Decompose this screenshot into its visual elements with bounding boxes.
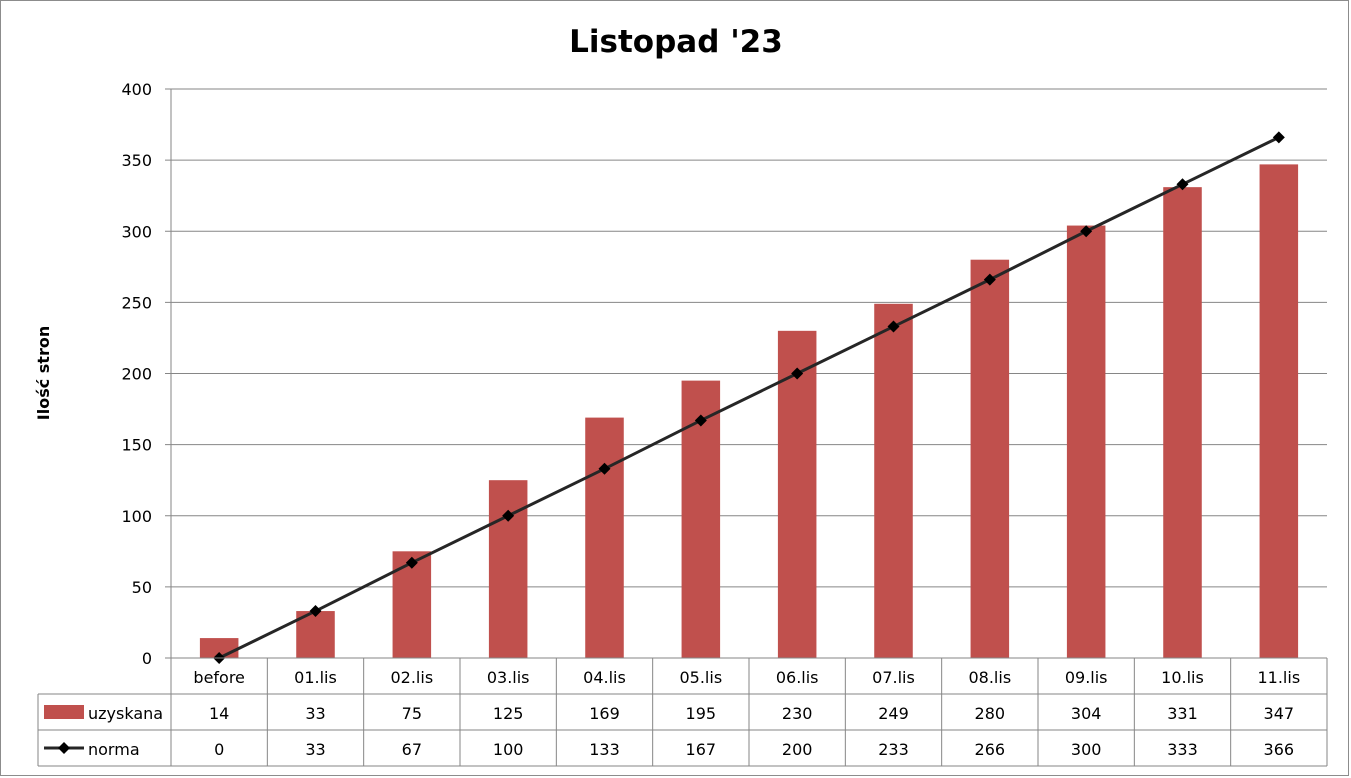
x-tick-label: 06.lis: [776, 668, 819, 687]
table-value-norma: 0: [214, 740, 224, 759]
table-value-uzyskana: 331: [1167, 704, 1198, 723]
bar-uzyskana: [874, 303, 913, 658]
line-norma: [218, 136, 1280, 660]
x-tick-label: 08.lis: [968, 668, 1011, 687]
y-tick-label: 0: [142, 649, 152, 668]
table-value-uzyskana: 230: [782, 704, 813, 723]
table-value-norma: 300: [1071, 740, 1102, 759]
legend-label-uzyskana: uzyskana: [88, 704, 163, 723]
y-tick-label: 250: [121, 293, 152, 312]
data-table: before 01.lis 02.lis 03.lis 04.lis 05.lis 06.l…: [37, 657, 1328, 767]
table-value-uzyskana: 304: [1071, 704, 1102, 723]
y-tick-label: 350: [121, 151, 152, 170]
table-value-uzyskana: 280: [975, 704, 1006, 723]
legend-key-uzyskana: [44, 705, 84, 719]
x-tick-label: 11.lis: [1257, 668, 1300, 687]
x-tick-label: before: [193, 668, 245, 687]
x-tick-label: 05.lis: [679, 668, 722, 687]
x-tick-label: 10.lis: [1161, 668, 1204, 687]
marker-norma: [1080, 225, 1093, 238]
table-value-norma: 67: [402, 740, 422, 759]
bar-uzyskana: [488, 480, 528, 658]
table-value-uzyskana: 169: [589, 704, 620, 723]
gridlines: [171, 88, 1327, 588]
marker-norma: [791, 367, 804, 380]
marker-norma: [694, 414, 707, 427]
marker-norma: [1176, 178, 1189, 191]
y-tick-label: 300: [121, 222, 152, 241]
bars: [199, 164, 1299, 658]
y-tick-label: 100: [121, 507, 152, 526]
x-tick-label: 07.lis: [872, 668, 915, 687]
table-value-norma: 133: [589, 740, 620, 759]
table-value-uzyskana: 125: [493, 704, 524, 723]
bar-uzyskana: [777, 330, 817, 658]
y-tick-label: 400: [121, 80, 152, 99]
bar-uzyskana: [585, 417, 624, 658]
table-value-norma: 233: [878, 740, 909, 759]
x-tick-label: 04.lis: [583, 668, 626, 687]
norma-line: [213, 131, 1285, 664]
marker-norma: [405, 556, 418, 569]
table-value-uzyskana: 33: [305, 704, 325, 723]
bar-uzyskana: [1163, 187, 1202, 658]
y-tick-label: 50: [132, 578, 152, 597]
bar-uzyskana: [1259, 164, 1299, 658]
x-tick-label: 02.lis: [390, 668, 433, 687]
table-value-uzyskana: 347: [1264, 704, 1295, 723]
table-value-norma: 167: [686, 740, 717, 759]
marker-norma: [983, 273, 996, 286]
axes: 0 50 100 150 200 250 300 350 400: [121, 80, 172, 668]
marker-norma: [1272, 131, 1285, 144]
y-tick-label: 150: [121, 436, 152, 455]
marker-norma: [502, 509, 515, 522]
chart-title: Listopad '23: [569, 24, 783, 60]
table-value-norma: 100: [493, 740, 524, 759]
table-value-norma: 366: [1264, 740, 1295, 759]
table-value-uzyskana: 195: [686, 704, 717, 723]
x-tick-label: 09.lis: [1065, 668, 1108, 687]
table-value-uzyskana: 249: [878, 704, 909, 723]
y-tick-label: 200: [121, 365, 152, 384]
legend-label-norma: norma: [88, 740, 140, 759]
marker-norma: [309, 605, 322, 618]
x-tick-label: 03.lis: [487, 668, 530, 687]
x-tick-label: 01.lis: [294, 668, 337, 687]
table-value-uzyskana: 75: [402, 704, 422, 723]
table-value-uzyskana: 14: [209, 704, 229, 723]
marker-norma: [598, 462, 611, 475]
marker-norma: [887, 320, 900, 333]
bar-uzyskana: [970, 259, 1010, 658]
bar-uzyskana: [1066, 225, 1106, 658]
table-value-norma: 33: [305, 740, 325, 759]
table-value-norma: 333: [1167, 740, 1198, 759]
table-value-norma: 266: [975, 740, 1006, 759]
table-value-norma: 200: [782, 740, 813, 759]
y-axis-label: Ilość stron: [34, 326, 53, 420]
legend-key-norma-marker: [58, 742, 70, 754]
